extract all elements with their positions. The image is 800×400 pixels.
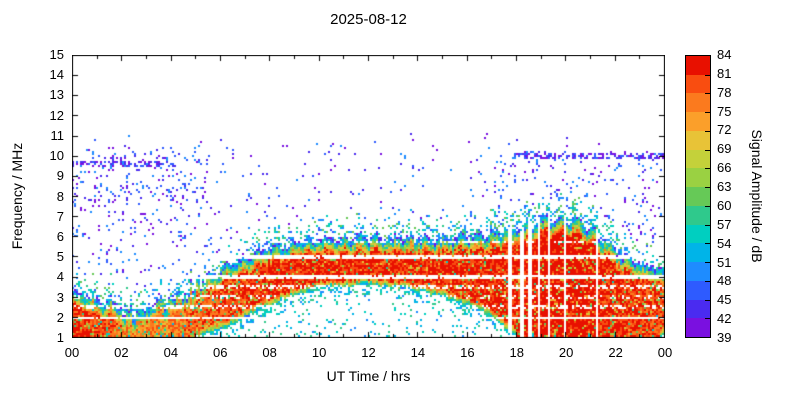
colorbar-segment (686, 149, 710, 169)
x-tick-label: 04 (163, 345, 179, 360)
y-tick-label: 14 (49, 67, 64, 83)
x-tick-label: 16 (460, 345, 475, 360)
colorbar-tick-mark (705, 224, 710, 226)
colorbar-tick-label: 81 (717, 65, 732, 81)
colorbar (685, 55, 711, 338)
colorbar-segment (686, 112, 710, 131)
colorbar-segment (686, 224, 710, 244)
x-tick-label: 20 (558, 345, 574, 360)
y-tick-label: 3 (56, 289, 64, 305)
x-tick-label: 00 (657, 345, 673, 360)
y-tick-label: 5 (56, 249, 64, 265)
colorbar-tick-label: 54 (717, 235, 732, 251)
colorbar-tick-label: 45 (717, 292, 732, 308)
colorbar-segment (686, 205, 710, 225)
colorbar-tick-label: 66 (717, 160, 732, 176)
colorbar-tick-mark (705, 74, 710, 76)
colorbar-tick-label: 78 (717, 84, 732, 100)
colorbar-segment (686, 74, 710, 94)
x-tick-label: 18 (509, 345, 524, 360)
colorbar-tick-mark (705, 187, 710, 189)
colorbar-tick-label: 69 (717, 141, 732, 157)
y-tick-label: 2 (56, 309, 64, 325)
colorbar-gradient (686, 56, 710, 338)
y-tick-label: 13 (49, 87, 64, 103)
x-tick-label: 08 (262, 345, 277, 360)
colorbar-segment (686, 280, 710, 300)
colorbar-tick-mark (705, 318, 710, 320)
y-tick-label: 11 (50, 127, 65, 143)
x-tick-label: 22 (608, 345, 623, 360)
colorbar-tick-mark (705, 205, 710, 207)
colorbar-segment (686, 93, 710, 113)
colorbar-tick-label: 39 (717, 330, 732, 345)
y-tick-label: 9 (56, 168, 64, 184)
colorbar-tick-label: 60 (717, 197, 732, 213)
y-tick-label: 12 (49, 107, 64, 123)
x-tick-label: 02 (114, 345, 129, 360)
colorbar-segment (686, 187, 710, 206)
colorbar-tick-mark (705, 299, 710, 301)
colorbar-segment (686, 262, 710, 281)
y-tick-label: 10 (49, 148, 64, 164)
colorbar-segment (686, 243, 710, 263)
colorbar-tick-mark (705, 243, 710, 245)
y-tick-label: 8 (56, 188, 64, 204)
colorbar-tick-label: 75 (717, 103, 732, 119)
colorbar-tick-label: 72 (717, 122, 732, 138)
colorbar-segment (686, 56, 710, 75)
y-tick-label: 4 (56, 269, 64, 285)
colorbar-label: Signal Amplitude / dB (749, 129, 765, 263)
colorbar-tick-mark (705, 168, 710, 170)
y-tick-label: 1 (56, 330, 64, 345)
x-tick-label: 14 (410, 345, 426, 360)
colorbar-tick-label: 57 (717, 216, 732, 232)
y-axis-label: Frequency / MHz (9, 142, 25, 250)
y-tick-label: 6 (56, 228, 64, 244)
x-axis-label: UT Time / hrs (326, 368, 411, 384)
x-tick-label: 00 (64, 345, 80, 360)
colorbar-tick-mark (705, 262, 710, 264)
x-tick-label: 12 (361, 345, 376, 360)
colorbar-tick-mark (705, 130, 710, 132)
colorbar-tick-label: 48 (717, 273, 732, 289)
colorbar-tick-label: 84 (717, 47, 732, 62)
y-tick-label: 7 (56, 208, 64, 224)
spectrogram-canvas (72, 55, 665, 338)
x-tick-label: 06 (213, 345, 228, 360)
colorbar-segment (686, 299, 710, 319)
colorbar-tick-mark (705, 112, 710, 114)
y-tick-label: 15 (49, 47, 64, 62)
colorbar-segment (686, 318, 710, 338)
colorbar-segment (686, 168, 710, 188)
chart-title: 2025-08-12 (330, 11, 407, 28)
colorbar-segment (686, 130, 710, 150)
colorbar-tick-label: 51 (717, 254, 732, 270)
colorbar-tick-mark (705, 280, 710, 282)
colorbar-tick-label: 42 (717, 311, 732, 327)
colorbar-tick-label: 63 (717, 179, 732, 195)
x-tick-label: 10 (311, 345, 327, 360)
colorbar-tick-mark (705, 93, 710, 95)
colorbar-tick-mark (705, 149, 710, 151)
